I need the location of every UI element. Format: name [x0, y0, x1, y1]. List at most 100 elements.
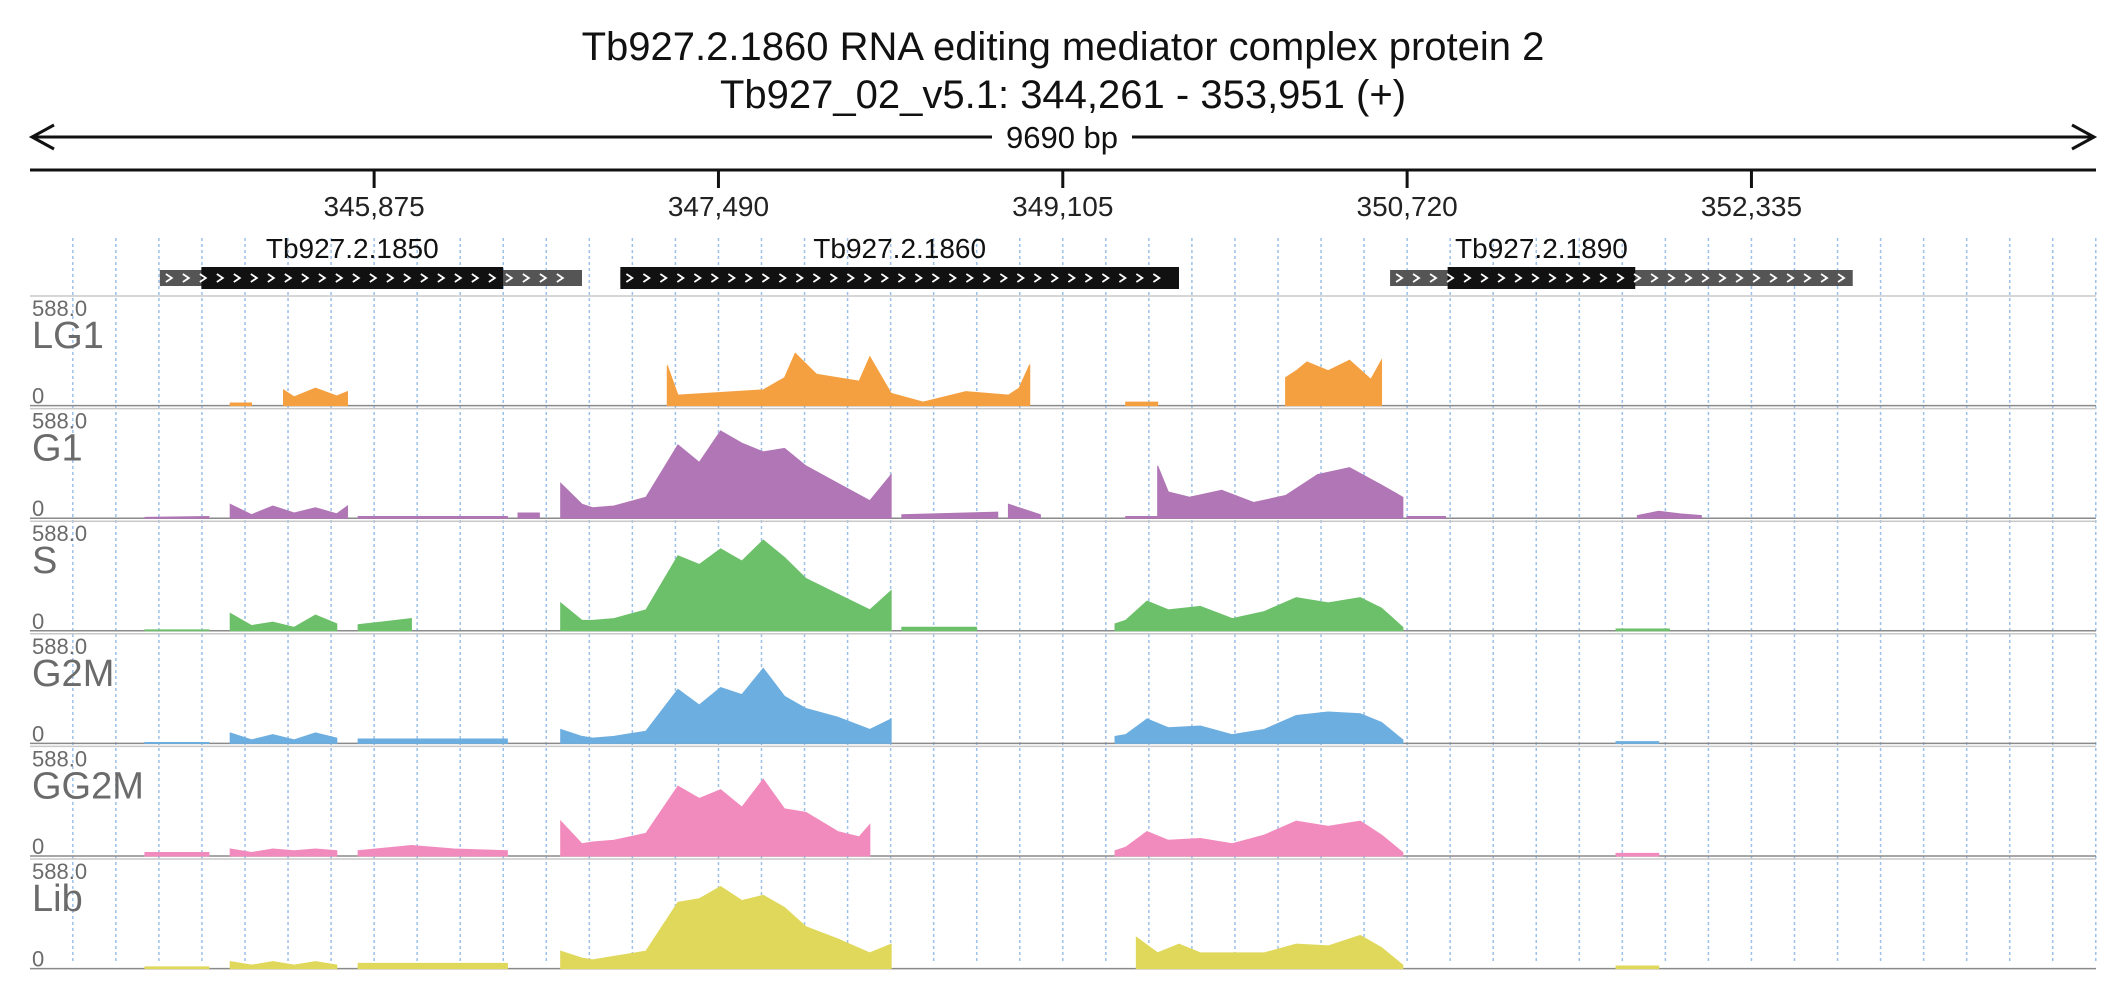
- track-ymax-label: 588.0: [32, 634, 87, 659]
- strand-chevrons: [165, 273, 565, 283]
- strand-chevron: [948, 273, 957, 283]
- coverage-segment: [1406, 515, 1446, 519]
- strand-chevron: [863, 273, 872, 283]
- gene-name: Tb927.2.1850: [266, 233, 439, 264]
- strand-chevron: [880, 273, 889, 283]
- gene-model: Tb927.2.1850: [159, 233, 582, 289]
- strand-chevron: [369, 273, 378, 283]
- strand-chevron: [1650, 273, 1659, 283]
- strand-chevron: [846, 273, 855, 283]
- strand-chevron: [318, 273, 327, 283]
- strand-chevron: [812, 273, 821, 283]
- track-name: LG1: [32, 315, 104, 357]
- track-name: GG2M: [32, 765, 144, 807]
- span-arrow-left-head: [28, 123, 55, 151]
- strand-chevron: [676, 273, 685, 283]
- strand-chevron: [437, 273, 446, 283]
- coverage-segment: [901, 626, 977, 632]
- track-ymax-label: 588.0: [32, 409, 87, 434]
- strand-chevron: [1514, 273, 1523, 283]
- coverage-segment: [144, 742, 210, 744]
- coverage-segment: [1135, 934, 1404, 970]
- strand-chevron: [1718, 273, 1727, 283]
- track-name: G2M: [32, 653, 114, 695]
- strand-chevron: [1633, 273, 1642, 283]
- axis-tick-label: 352,335: [1701, 191, 1802, 222]
- coverage-segment: [560, 778, 871, 857]
- coverage-segment: [1114, 711, 1404, 744]
- coverage-segment: [1114, 597, 1404, 632]
- strand-chevron: [386, 273, 395, 283]
- coverage-segment: [144, 515, 210, 519]
- span-ruler: 9690 bp: [28, 120, 2098, 155]
- strand-chevron: [1412, 273, 1421, 283]
- strand-chevron: [1667, 273, 1676, 283]
- strand-chevron: [727, 273, 736, 283]
- strand-chevron: [1820, 273, 1829, 283]
- strand-chevrons: [625, 273, 1161, 283]
- strand-chevron: [454, 273, 463, 283]
- coverage-segment: [144, 852, 210, 857]
- coverage-segment: [560, 667, 892, 744]
- strand-chevron: [1463, 273, 1472, 283]
- track-g1: 588.0G1 0: [30, 407, 2096, 521]
- strand-chevron: [284, 273, 293, 283]
- strand-chevron: [1084, 273, 1093, 283]
- strand-chevron: [1616, 273, 1625, 283]
- strand-chevron: [1565, 273, 1574, 283]
- strand-chevron: [1531, 273, 1540, 283]
- strand-chevron: [267, 273, 276, 283]
- coverage-segment: [1157, 465, 1404, 519]
- strand-chevron: [471, 273, 480, 283]
- gene-name: Tb927.2.1890: [1455, 233, 1628, 264]
- strand-chevron: [165, 273, 174, 283]
- track-ymax-label: 588.0: [32, 746, 87, 771]
- axis-tick-label: 350,720: [1357, 191, 1458, 222]
- coverage-segment: [666, 352, 1031, 407]
- gene-model: Tb927.2.1860: [620, 233, 1179, 289]
- coverage-segment: [229, 848, 338, 857]
- strand-chevron: [1033, 273, 1042, 283]
- strand-chevron: [829, 273, 838, 283]
- coverage-segment: [357, 962, 508, 970]
- axis-tick-label: 345,875: [324, 191, 425, 222]
- track-ymin-label: 0: [32, 834, 44, 859]
- coverage-segment: [229, 961, 338, 970]
- strand-chevron: [659, 273, 668, 283]
- coverage-segment: [1125, 515, 1159, 519]
- strand-chevron: [1684, 273, 1693, 283]
- strand-chevron: [642, 273, 651, 283]
- gene-model: Tb927.2.1890: [1390, 233, 1853, 289]
- coverage-segment: [357, 515, 508, 519]
- track-ymin-label: 0: [32, 721, 44, 746]
- coordinate-ticks: 345,875 347,490 349,105 350,720 352,335: [324, 170, 1802, 222]
- strand-chevron: [744, 273, 753, 283]
- strand-chevron: [1735, 273, 1744, 283]
- coverage-segment: [1007, 503, 1041, 519]
- track-ymax-label: 588.0: [32, 521, 87, 546]
- track-name: G1: [32, 428, 83, 470]
- strand-chevron: [522, 273, 531, 283]
- strand-chevron: [710, 273, 719, 283]
- coverage-segment: [901, 511, 999, 519]
- coverage-segment: [560, 539, 892, 632]
- coverage-segment: [229, 732, 338, 744]
- gene-cds: [201, 267, 504, 289]
- coverage-segment: [1285, 358, 1383, 407]
- track-ymin-label: 0: [32, 496, 44, 521]
- strand-chevron: [795, 273, 804, 283]
- coverage-segment: [1125, 401, 1159, 407]
- strand-chevron: [250, 273, 259, 283]
- coverage-segment: [1114, 820, 1404, 857]
- strand-chevron: [488, 273, 497, 283]
- span-label: 9690 bp: [1006, 120, 1118, 155]
- axis-tick-label: 349,105: [1012, 191, 1113, 222]
- strand-chevron: [216, 273, 225, 283]
- axis-tick-label: 347,490: [668, 191, 769, 222]
- strand-chevron: [233, 273, 242, 283]
- strand-chevron: [556, 273, 565, 283]
- strand-chevron: [182, 273, 191, 283]
- strand-chevron: [335, 273, 344, 283]
